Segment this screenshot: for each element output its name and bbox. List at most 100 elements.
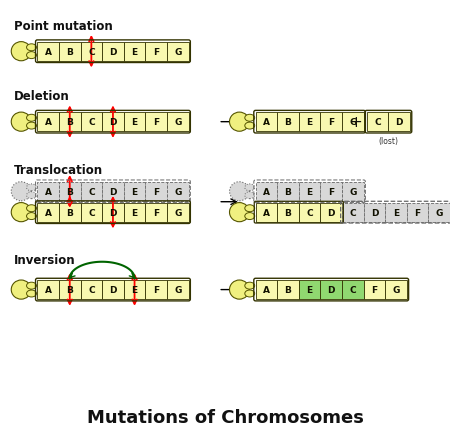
FancyBboxPatch shape [59, 182, 81, 201]
Circle shape [11, 113, 31, 132]
Text: C: C [374, 118, 381, 127]
Text: B: B [66, 286, 73, 294]
Text: +: + [349, 115, 362, 130]
FancyBboxPatch shape [167, 280, 189, 299]
Text: A: A [263, 118, 270, 127]
FancyBboxPatch shape [277, 280, 299, 299]
Text: B: B [284, 286, 292, 294]
Ellipse shape [27, 213, 36, 220]
Text: A: A [45, 286, 52, 294]
Circle shape [11, 182, 31, 201]
Ellipse shape [27, 192, 36, 199]
Text: A: A [263, 208, 270, 217]
FancyBboxPatch shape [320, 182, 342, 201]
Ellipse shape [27, 45, 36, 52]
Circle shape [11, 43, 31, 62]
FancyBboxPatch shape [299, 203, 320, 222]
FancyBboxPatch shape [59, 280, 81, 299]
Text: Point mutation: Point mutation [14, 20, 112, 33]
FancyBboxPatch shape [81, 280, 102, 299]
FancyBboxPatch shape [320, 203, 342, 222]
Text: E: E [306, 286, 313, 294]
FancyBboxPatch shape [256, 182, 277, 201]
Text: E: E [306, 187, 313, 196]
FancyBboxPatch shape [124, 280, 145, 299]
FancyBboxPatch shape [37, 280, 59, 299]
FancyBboxPatch shape [385, 280, 407, 299]
Ellipse shape [245, 205, 255, 212]
Text: C: C [350, 208, 356, 217]
Text: D: D [328, 286, 335, 294]
Text: A: A [263, 286, 270, 294]
Text: E: E [131, 286, 138, 294]
FancyBboxPatch shape [428, 203, 450, 222]
Text: B: B [66, 118, 73, 127]
Ellipse shape [27, 123, 36, 130]
Text: G: G [349, 118, 356, 127]
Text: D: D [371, 208, 378, 217]
Ellipse shape [245, 283, 255, 289]
FancyBboxPatch shape [37, 113, 59, 132]
Circle shape [11, 280, 31, 299]
Text: C: C [88, 286, 94, 294]
Text: E: E [131, 48, 138, 56]
Ellipse shape [27, 184, 36, 191]
Text: D: D [109, 208, 117, 217]
FancyBboxPatch shape [102, 43, 124, 62]
Ellipse shape [245, 192, 255, 199]
Text: C: C [88, 208, 94, 217]
Ellipse shape [245, 115, 255, 122]
FancyBboxPatch shape [342, 280, 364, 299]
FancyBboxPatch shape [388, 113, 410, 132]
Text: D: D [396, 118, 403, 127]
FancyBboxPatch shape [342, 203, 364, 222]
FancyBboxPatch shape [37, 182, 59, 201]
Text: (lost): (lost) [378, 137, 398, 146]
Text: G: G [174, 118, 181, 127]
FancyBboxPatch shape [167, 43, 189, 62]
FancyBboxPatch shape [342, 182, 364, 201]
FancyBboxPatch shape [256, 280, 277, 299]
FancyBboxPatch shape [124, 113, 145, 132]
Text: E: E [131, 208, 138, 217]
Text: D: D [109, 118, 117, 127]
Ellipse shape [245, 123, 255, 130]
FancyBboxPatch shape [145, 182, 167, 201]
FancyBboxPatch shape [145, 280, 167, 299]
Circle shape [230, 203, 249, 222]
Text: A: A [45, 48, 52, 56]
Text: Mutations of Chromosomes: Mutations of Chromosomes [86, 408, 364, 427]
Text: F: F [328, 118, 334, 127]
FancyBboxPatch shape [364, 280, 385, 299]
Text: G: G [174, 187, 181, 196]
Text: B: B [66, 187, 73, 196]
FancyBboxPatch shape [407, 203, 428, 222]
Ellipse shape [27, 205, 36, 212]
Text: G: G [174, 48, 181, 56]
Text: F: F [414, 208, 421, 217]
FancyBboxPatch shape [145, 203, 167, 222]
Text: F: F [153, 187, 159, 196]
Text: G: G [392, 286, 400, 294]
Text: G: G [174, 208, 181, 217]
Circle shape [230, 113, 249, 132]
FancyBboxPatch shape [37, 203, 59, 222]
Ellipse shape [245, 184, 255, 191]
FancyBboxPatch shape [299, 280, 320, 299]
Text: E: E [306, 118, 313, 127]
Text: C: C [88, 187, 94, 196]
Text: B: B [66, 208, 73, 217]
Circle shape [230, 280, 249, 299]
Circle shape [11, 203, 31, 222]
Text: F: F [328, 187, 334, 196]
FancyBboxPatch shape [102, 203, 124, 222]
Text: D: D [109, 286, 117, 294]
Text: F: F [153, 286, 159, 294]
Ellipse shape [27, 115, 36, 122]
FancyBboxPatch shape [81, 182, 102, 201]
Ellipse shape [27, 290, 36, 297]
Text: F: F [153, 208, 159, 217]
FancyBboxPatch shape [145, 43, 167, 62]
Text: C: C [350, 286, 356, 294]
FancyBboxPatch shape [59, 43, 81, 62]
